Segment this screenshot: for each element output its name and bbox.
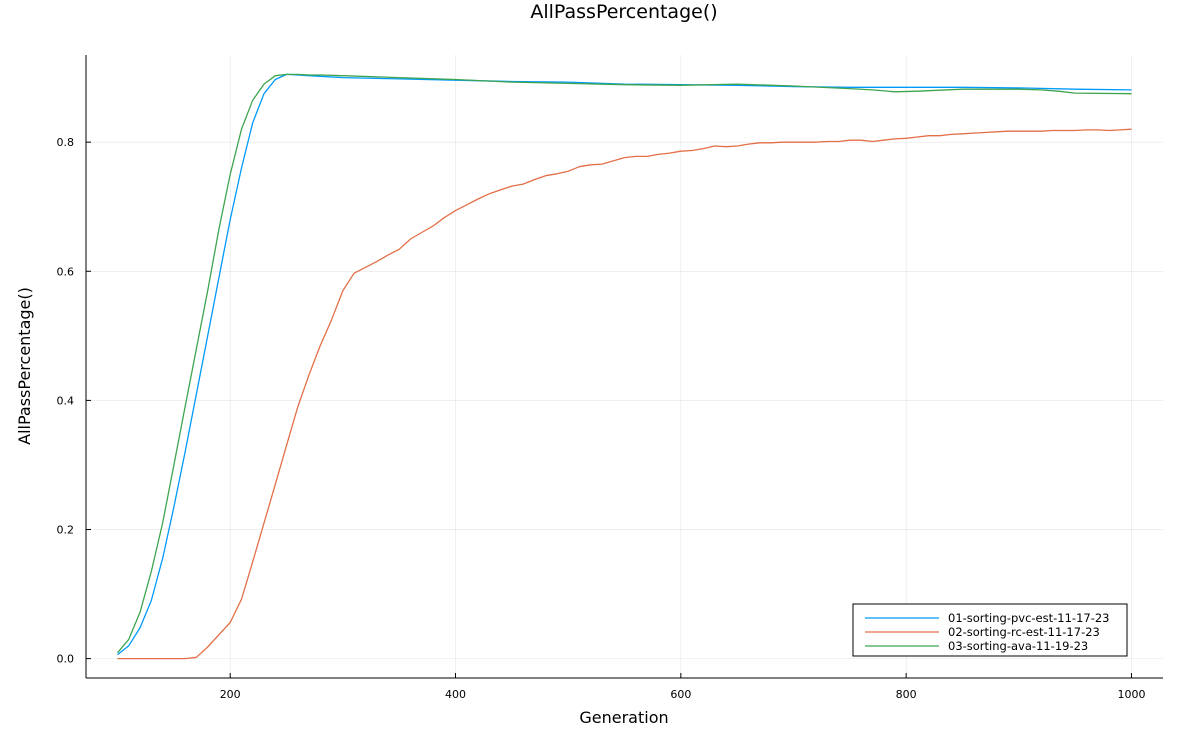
chart-title: AllPassPercentage() <box>530 1 717 23</box>
y-tick-label: 0.2 <box>57 524 75 537</box>
legend-label: 03-sorting-ava-11-19-23 <box>948 639 1088 653</box>
series-line-2 <box>117 128 1132 660</box>
axes <box>85 55 1163 679</box>
grid-lines <box>86 55 1163 678</box>
series-line-1 <box>117 73 1132 656</box>
x-tick-label: 1000 <box>1117 688 1145 701</box>
plot-series <box>117 73 1132 660</box>
legend-box <box>852 603 1128 657</box>
tick-labels: 200 400 600 800 1000 0.0 0.2 0.4 0.6 0.8 <box>57 136 1146 701</box>
legend-label: 02-sorting-rc-est-11-17-23 <box>948 625 1100 639</box>
y-tick-label: 0.6 <box>57 265 75 278</box>
x-tick-label: 400 <box>445 688 466 701</box>
series-line-3 <box>117 73 1132 654</box>
x-axis-label: Generation <box>579 708 668 727</box>
x-tick-label: 600 <box>670 688 691 701</box>
y-tick-label: 0.8 <box>57 136 75 149</box>
y-tick-label: 0.4 <box>57 394 75 407</box>
y-axis-label: AllPassPercentage() <box>15 287 34 445</box>
y-tick-label: 0.0 <box>57 653 75 666</box>
legend: 01-sorting-pvc-est-11-17-2302-sorting-rc… <box>852 603 1128 657</box>
legend-label: 01-sorting-pvc-est-11-17-23 <box>948 611 1109 625</box>
x-tick-label: 200 <box>220 688 241 701</box>
x-tick-label: 800 <box>896 688 917 701</box>
